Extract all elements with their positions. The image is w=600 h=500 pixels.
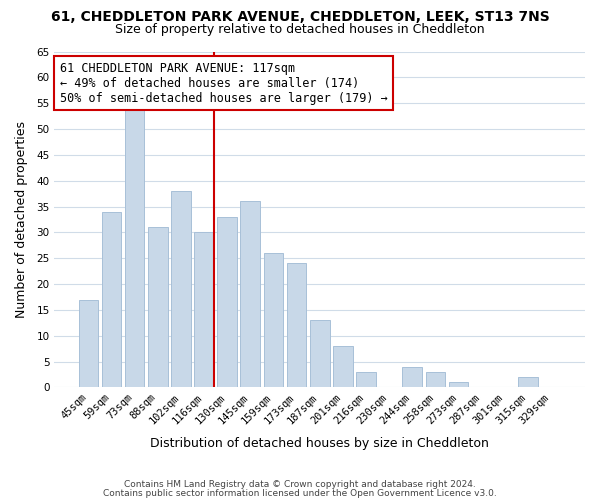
Text: Contains HM Land Registry data © Crown copyright and database right 2024.: Contains HM Land Registry data © Crown c… xyxy=(124,480,476,489)
X-axis label: Distribution of detached houses by size in Cheddleton: Distribution of detached houses by size … xyxy=(150,437,489,450)
Bar xyxy=(217,217,237,388)
Bar xyxy=(194,232,214,388)
Bar xyxy=(403,367,422,388)
Bar xyxy=(310,320,329,388)
Bar xyxy=(148,227,167,388)
Bar xyxy=(333,346,353,388)
Bar xyxy=(171,191,191,388)
Bar xyxy=(449,382,469,388)
Bar xyxy=(425,372,445,388)
Bar xyxy=(263,253,283,388)
Text: Contains public sector information licensed under the Open Government Licence v3: Contains public sector information licen… xyxy=(103,488,497,498)
Bar xyxy=(518,377,538,388)
Text: Size of property relative to detached houses in Cheddleton: Size of property relative to detached ho… xyxy=(115,22,485,36)
Bar xyxy=(79,300,98,388)
Y-axis label: Number of detached properties: Number of detached properties xyxy=(15,121,28,318)
Bar xyxy=(356,372,376,388)
Bar xyxy=(101,212,121,388)
Bar xyxy=(125,108,145,388)
Bar xyxy=(287,264,307,388)
Text: 61, CHEDDLETON PARK AVENUE, CHEDDLETON, LEEK, ST13 7NS: 61, CHEDDLETON PARK AVENUE, CHEDDLETON, … xyxy=(50,10,550,24)
Bar xyxy=(241,202,260,388)
Text: 61 CHEDDLETON PARK AVENUE: 117sqm
← 49% of detached houses are smaller (174)
50%: 61 CHEDDLETON PARK AVENUE: 117sqm ← 49% … xyxy=(60,62,388,104)
